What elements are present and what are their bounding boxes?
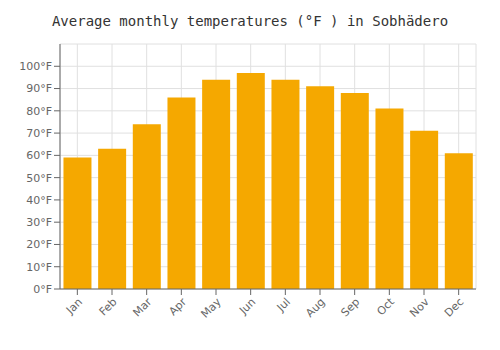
svg-text:100°F: 100°F	[19, 60, 52, 73]
svg-text:Aug: Aug	[303, 295, 327, 319]
svg-text:Feb: Feb	[97, 295, 120, 318]
svg-text:40°F: 40°F	[26, 194, 52, 207]
svg-text:May: May	[198, 295, 224, 321]
svg-text:Sep: Sep	[338, 295, 362, 319]
svg-text:80°F: 80°F	[26, 105, 52, 118]
svg-text:0°F: 0°F	[33, 283, 52, 296]
svg-text:Mar: Mar	[130, 295, 154, 319]
svg-text:Apr: Apr	[166, 295, 189, 318]
svg-text:70°F: 70°F	[26, 127, 52, 140]
svg-text:Jun: Jun	[236, 295, 258, 317]
svg-text:20°F: 20°F	[26, 238, 52, 251]
html-text:Average monthly temperatures (: Average monthly temperatures (°F ) in So…	[51, 13, 449, 29]
svg-text:60°F: 60°F	[26, 149, 52, 162]
svg-text:Nov: Nov	[407, 295, 432, 320]
svg-text:Jul: Jul	[274, 295, 293, 314]
svg-text:Jan: Jan	[63, 295, 85, 317]
svg-text:30°F: 30°F	[26, 216, 52, 229]
svg-text:Dec: Dec	[442, 295, 466, 319]
svg-text:90°F: 90°F	[26, 82, 52, 95]
svg-text:10°F: 10°F	[26, 261, 52, 274]
svg-text:50°F: 50°F	[26, 172, 52, 185]
svg-text:Oct: Oct	[374, 295, 397, 318]
